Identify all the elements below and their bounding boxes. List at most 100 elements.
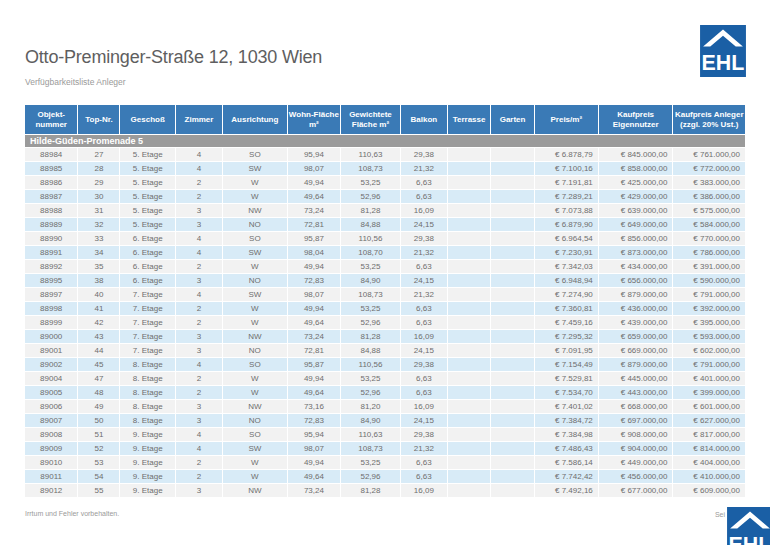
cell-wohnflaeche_m2: 49,94 xyxy=(288,302,340,315)
cell-ausrichtung: NW xyxy=(223,484,287,497)
cell-objektnummer: 88995 xyxy=(25,274,77,287)
cell-terrasse xyxy=(448,456,490,469)
cell-garten xyxy=(491,232,533,245)
cell-balkon: 24,15 xyxy=(401,344,447,357)
cell-garten xyxy=(491,456,533,469)
table-row: 88992356. Etage2W49,9453,256,63€ 7.342,0… xyxy=(25,260,745,273)
section-header-row: Hilde-Güden-Promenade 5 xyxy=(25,135,745,147)
table-body: 88984275. Etage4SO95,94110,6329,38€ 6.87… xyxy=(25,148,745,497)
cell-gewichtete_flaeche_m2: 84,88 xyxy=(341,218,400,231)
cell-objektnummer: 88992 xyxy=(25,260,77,273)
cell-zimmer: 3 xyxy=(176,330,222,343)
cell-wohnflaeche_m2: 98,07 xyxy=(288,288,340,301)
table-row: 89012559. Etage3NW73,2481,2816,09€ 7.492… xyxy=(25,484,745,497)
cell-top_nr: 35 xyxy=(78,260,119,273)
cell-balkon: 24,15 xyxy=(401,274,447,287)
cell-zimmer: 2 xyxy=(176,456,222,469)
cell-geschoss: 6. Etage xyxy=(120,274,175,287)
cell-kaufpreis_eigennutzer: € 668.000,00 xyxy=(599,400,673,413)
table-header-row: Objekt-nummer Top-Nr. Geschoß Zimmer Aus… xyxy=(25,105,745,134)
cell-balkon: 24,15 xyxy=(401,414,447,427)
cell-kaufpreis_eigennutzer: € 856.000,00 xyxy=(599,232,673,245)
col-header-geschoss: Geschoß xyxy=(120,105,175,134)
cell-top_nr: 51 xyxy=(78,428,119,441)
cell-terrasse xyxy=(448,190,490,203)
cell-zimmer: 2 xyxy=(176,302,222,315)
cell-top_nr: 49 xyxy=(78,400,119,413)
cell-kaufpreis_anleger: € 392.000,00 xyxy=(673,302,745,315)
cell-terrasse xyxy=(448,484,490,497)
cell-gewichtete_flaeche_m2: 53,25 xyxy=(341,372,400,385)
cell-kaufpreis_eigennutzer: € 858.000,00 xyxy=(599,162,673,175)
cell-balkon: 6,63 xyxy=(401,176,447,189)
cell-objektnummer: 88989 xyxy=(25,218,77,231)
cell-preis_m2: € 7.091,95 xyxy=(535,344,598,357)
cell-preis_m2: € 6.964,54 xyxy=(535,232,598,245)
cell-terrasse xyxy=(448,204,490,217)
cell-kaufpreis_eigennutzer: € 845.000,00 xyxy=(599,148,673,161)
cell-top_nr: 55 xyxy=(78,484,119,497)
cell-preis_m2: € 7.401,02 xyxy=(535,400,598,413)
cell-terrasse xyxy=(448,288,490,301)
cell-objektnummer: 89007 xyxy=(25,414,77,427)
cell-top_nr: 50 xyxy=(78,414,119,427)
cell-geschoss: 7. Etage xyxy=(120,344,175,357)
cell-terrasse xyxy=(448,442,490,455)
cell-ausrichtung: SW xyxy=(223,442,287,455)
cell-geschoss: 5. Etage xyxy=(120,176,175,189)
table-row: 88989325. Etage3NO72,8184,8824,15€ 6.879… xyxy=(25,218,745,231)
cell-terrasse xyxy=(448,274,490,287)
table-row: 88985285. Etage4SW98,07108,7321,32€ 7.10… xyxy=(25,162,745,175)
cell-ausrichtung: SW xyxy=(223,162,287,175)
cell-kaufpreis_anleger: € 770.000,00 xyxy=(673,232,745,245)
cell-gewichtete_flaeche_m2: 81,28 xyxy=(341,330,400,343)
cell-terrasse xyxy=(448,302,490,315)
cell-geschoss: 7. Etage xyxy=(120,316,175,329)
cell-ausrichtung: W xyxy=(223,470,287,483)
cell-terrasse xyxy=(448,428,490,441)
table-row: 89008519. Etage4SO95,94110,6329,38€ 7.38… xyxy=(25,428,745,441)
cell-balkon: 6,63 xyxy=(401,456,447,469)
cell-gewichtete_flaeche_m2: 52,96 xyxy=(341,316,400,329)
page: { "page": { "title": "Otto-Preminger-Str… xyxy=(0,0,770,545)
cell-kaufpreis_anleger: € 584.000,00 xyxy=(673,218,745,231)
cell-wohnflaeche_m2: 49,94 xyxy=(288,456,340,469)
cell-kaufpreis_eigennutzer: € 445.000,00 xyxy=(599,372,673,385)
cell-wohnflaeche_m2: 73,24 xyxy=(288,330,340,343)
table-row: 89010539. Etage2W49,9453,256,63€ 7.586,1… xyxy=(25,456,745,469)
cell-gewichtete_flaeche_m2: 110,56 xyxy=(341,232,400,245)
cell-kaufpreis_anleger: € 395.000,00 xyxy=(673,316,745,329)
cell-preis_m2: € 7.742,42 xyxy=(535,470,598,483)
cell-balkon: 6,63 xyxy=(401,260,447,273)
cell-top_nr: 54 xyxy=(78,470,119,483)
cell-ausrichtung: W xyxy=(223,386,287,399)
table-row: 89006498. Etage3NW73,1681,2016,09€ 7.401… xyxy=(25,400,745,413)
cell-ausrichtung: SO xyxy=(223,428,287,441)
cell-wohnflaeche_m2: 95,94 xyxy=(288,148,340,161)
col-header-kaufpreis-anleger: Kaufpreis Anleger (zzgl. 20% Ust.) xyxy=(673,105,745,134)
page-subtitle: Verfügbarkeitsliste Anleger xyxy=(25,77,126,87)
cell-geschoss: 9. Etage xyxy=(120,428,175,441)
cell-wohnflaeche_m2: 73,24 xyxy=(288,204,340,217)
cell-kaufpreis_eigennutzer: € 697.000,00 xyxy=(599,414,673,427)
cell-gewichtete_flaeche_m2: 108,73 xyxy=(341,442,400,455)
cell-garten xyxy=(491,260,533,273)
cell-kaufpreis_eigennutzer: € 908.000,00 xyxy=(599,428,673,441)
cell-balkon: 29,38 xyxy=(401,232,447,245)
cell-kaufpreis_eigennutzer: € 659.000,00 xyxy=(599,330,673,343)
cell-top_nr: 32 xyxy=(78,218,119,231)
cell-zimmer: 4 xyxy=(176,288,222,301)
footer-page-label: Sei xyxy=(715,511,725,518)
cell-top_nr: 28 xyxy=(78,162,119,175)
cell-garten xyxy=(491,386,533,399)
table-row: 88986295. Etage2W49,9453,256,63€ 7.191,8… xyxy=(25,176,745,189)
cell-geschoss: 9. Etage xyxy=(120,470,175,483)
cell-gewichtete_flaeche_m2: 81,20 xyxy=(341,400,400,413)
cell-balkon: 16,09 xyxy=(401,484,447,497)
cell-ausrichtung: W xyxy=(223,302,287,315)
ehl-logo-text: EHL xyxy=(729,533,770,545)
table-row: 88991346. Etage4SW98,04108,7021,32€ 7.23… xyxy=(25,246,745,259)
cell-terrasse xyxy=(448,260,490,273)
table-row: 89005488. Etage2W49,6452,966,63€ 7.534,7… xyxy=(25,386,745,399)
cell-preis_m2: € 7.230,91 xyxy=(535,246,598,259)
